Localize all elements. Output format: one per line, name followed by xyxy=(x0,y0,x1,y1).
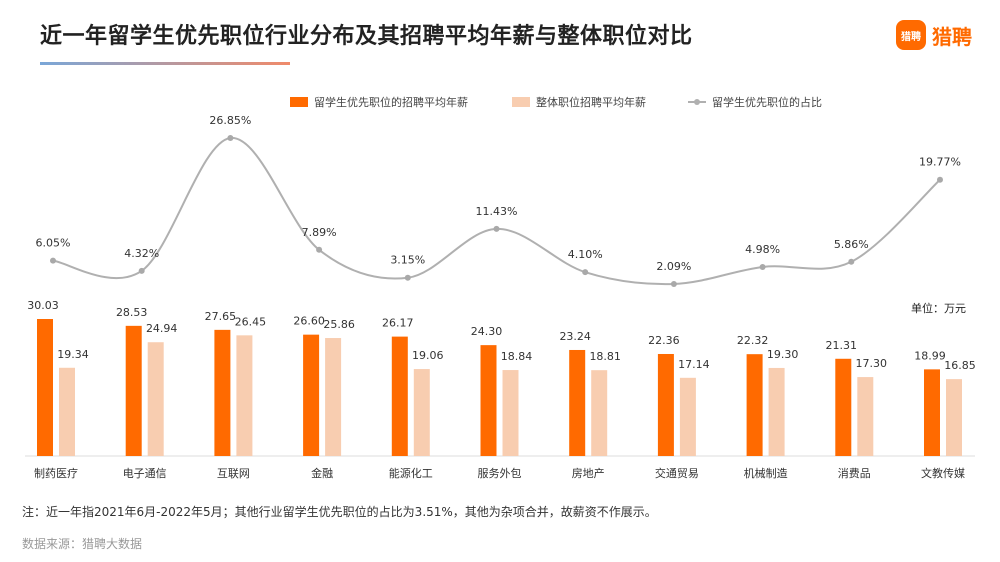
x-tick-label: 机械制造 xyxy=(744,466,788,480)
legend-label: 整体职位招聘平均年薪 xyxy=(536,95,646,109)
bar-abroad-salary-label: 26.60 xyxy=(293,315,325,328)
bar-overall-salary xyxy=(325,338,342,456)
bar-overall-salary xyxy=(147,342,164,456)
bar-overall-salary-label: 24.94 xyxy=(146,322,178,335)
share-point xyxy=(848,258,855,265)
bar-overall-salary xyxy=(59,367,75,456)
bar-overall-salary-label: 18.81 xyxy=(589,350,621,363)
bar-overall-salary-label: 16.85 xyxy=(944,359,976,372)
bar-abroad-salary-label: 30.03 xyxy=(27,299,59,312)
bar-abroad-salary-label: 23.24 xyxy=(559,330,591,343)
bar-overall-salary-label: 17.30 xyxy=(856,357,888,370)
bar-abroad-salary-label: 22.36 xyxy=(648,334,680,347)
x-tick-label: 制药医疗 xyxy=(34,466,78,480)
share-point xyxy=(493,225,500,232)
legend-label: 留学生优先职位的招聘平均年薪 xyxy=(314,95,468,109)
share-point xyxy=(937,176,943,183)
share-point xyxy=(316,246,323,253)
share-point xyxy=(582,269,589,276)
share-label: 2.09% xyxy=(656,260,691,273)
x-tick-label: 文教传媒 xyxy=(921,466,965,480)
x-tick-label: 互联网 xyxy=(217,467,250,480)
share-label: 7.89% xyxy=(302,226,337,239)
bar-abroad-salary xyxy=(569,349,586,456)
bar-overall-salary xyxy=(413,369,430,456)
share-point xyxy=(404,274,411,281)
bar-abroad-salary-label: 27.65 xyxy=(205,310,237,323)
bar-abroad-salary xyxy=(214,329,231,456)
bar-overall-salary-label: 19.34 xyxy=(57,348,89,361)
bar-abroad-salary xyxy=(657,353,674,456)
bar-overall-salary-label: 18.84 xyxy=(501,350,533,363)
bar-abroad-salary xyxy=(924,369,940,456)
bar-abroad-salary xyxy=(303,334,320,456)
share-line xyxy=(52,136,941,286)
unit-label: 单位：万元 xyxy=(911,301,966,315)
bar-abroad-salary-label: 24.30 xyxy=(471,325,503,338)
bar-abroad-salary xyxy=(37,319,53,456)
bar-abroad-salary-label: 18.99 xyxy=(914,349,946,362)
logo-text: 猎聘 xyxy=(932,24,972,49)
share-label: 19.77% xyxy=(919,156,961,169)
bar-overall-salary-label: 19.06 xyxy=(412,349,444,362)
share-point xyxy=(227,135,234,141)
share-point xyxy=(759,263,766,270)
title-underline xyxy=(40,62,290,65)
bar-overall-salary xyxy=(768,367,785,456)
brand-logo: 猎聘 猎聘 xyxy=(896,20,972,50)
bar-abroad-salary xyxy=(746,354,763,456)
x-tick-label: 电子通信 xyxy=(123,467,167,480)
legend-swatch xyxy=(290,97,308,107)
share-label: 3.15% xyxy=(390,254,425,267)
bar-overall-salary-label: 17.14 xyxy=(678,358,710,371)
bar-overall-salary xyxy=(679,377,696,456)
data-source: 数据来源：猎聘大数据 xyxy=(22,537,143,551)
share-label: 11.43% xyxy=(476,205,518,218)
footnote: 注：近一年指2021年6月-2022年5月；其他行业留学生优先职位的占比为3.5… xyxy=(22,505,657,519)
share-label: 6.05% xyxy=(36,237,71,250)
bar-abroad-salary-label: 28.53 xyxy=(116,306,148,319)
bar-abroad-salary xyxy=(480,345,497,456)
legend-swatch xyxy=(512,97,530,107)
bar-abroad-salary xyxy=(391,336,408,456)
bar-overall-salary-label: 25.86 xyxy=(323,318,355,331)
legend-marker xyxy=(694,99,700,105)
bar-abroad-salary-label: 22.32 xyxy=(737,334,769,347)
bar-overall-salary xyxy=(946,379,962,456)
share-label: 5.86% xyxy=(834,238,869,251)
share-label: 4.98% xyxy=(745,243,780,256)
bar-overall-salary xyxy=(591,370,608,456)
bar-abroad-salary-label: 26.17 xyxy=(382,317,414,330)
bar-overall-salary xyxy=(236,335,253,456)
x-tick-label: 能源化工 xyxy=(389,466,433,480)
bar-overall-salary xyxy=(502,370,519,456)
legend-label: 留学生优先职位的占比 xyxy=(712,95,822,109)
x-tick-label: 服务外包 xyxy=(478,467,522,480)
share-label: 26.85% xyxy=(209,114,251,127)
bar-overall-salary xyxy=(857,377,874,456)
x-tick-label: 金融 xyxy=(311,466,333,480)
share-point xyxy=(138,267,145,274)
logo-badge: 猎聘 xyxy=(896,20,926,50)
x-tick-label: 消费品 xyxy=(838,466,871,480)
page-title: 近一年留学生优先职位行业分布及其招聘平均年薪与整体职位对比 xyxy=(40,24,693,49)
share-label: 4.32% xyxy=(124,247,159,260)
share-point xyxy=(670,281,677,287)
bar-overall-salary-label: 19.30 xyxy=(767,348,799,361)
bar-abroad-salary xyxy=(125,325,142,456)
bar-abroad-salary-label: 21.31 xyxy=(826,339,858,352)
share-label: 4.10% xyxy=(568,248,603,261)
bar-abroad-salary xyxy=(835,358,852,456)
x-tick-label: 交通贸易 xyxy=(655,466,699,480)
share-point xyxy=(50,257,56,264)
x-tick-label: 房地产 xyxy=(572,466,605,480)
bar-overall-salary-label: 26.45 xyxy=(235,315,267,328)
